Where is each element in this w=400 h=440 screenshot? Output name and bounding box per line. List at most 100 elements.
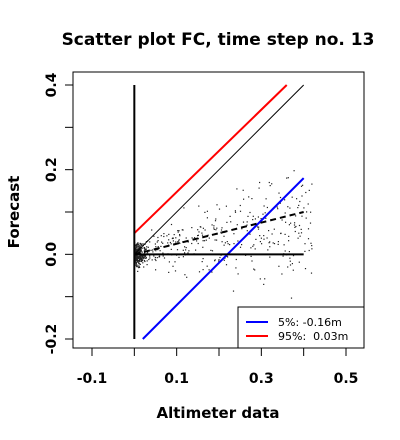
scatter-point xyxy=(225,205,227,207)
scatter-point xyxy=(276,206,278,208)
scatter-point xyxy=(202,227,204,229)
scatter-point xyxy=(291,196,293,198)
scatter-point xyxy=(273,243,276,245)
scatter-point xyxy=(136,244,138,246)
scatter-point xyxy=(150,249,152,251)
scatter-point xyxy=(299,235,301,237)
scatter-point xyxy=(139,259,141,261)
scatter-point xyxy=(153,235,155,237)
scatter-point xyxy=(141,243,143,245)
scatter-point xyxy=(310,242,312,244)
scatter-point xyxy=(226,255,228,257)
scatter-point xyxy=(269,246,271,248)
scatter-point xyxy=(194,237,196,239)
scatter-point xyxy=(141,260,143,262)
scatter-point xyxy=(149,255,151,257)
scatter-point xyxy=(142,262,144,264)
scatter-point xyxy=(168,261,170,263)
scatter-point xyxy=(202,269,204,271)
scatter-point xyxy=(178,256,180,258)
scatter-point xyxy=(177,241,179,243)
scatter-point xyxy=(301,195,303,197)
scatter-point xyxy=(136,256,138,258)
scatter-point xyxy=(169,241,171,244)
scatter-point xyxy=(175,241,177,243)
legend-box xyxy=(237,306,365,349)
scatter-point xyxy=(137,261,139,263)
scatter-point xyxy=(201,232,203,234)
scatter-point xyxy=(284,250,286,252)
scatter-point xyxy=(137,242,139,244)
scatter-point xyxy=(170,223,173,226)
scatter-point xyxy=(289,264,292,266)
scatter-point xyxy=(138,247,140,249)
scatter-point xyxy=(138,243,140,245)
scatter-point xyxy=(226,241,228,243)
scatter-point xyxy=(136,249,138,251)
scatter-point xyxy=(176,249,179,251)
scatter-point xyxy=(243,198,245,200)
scatter-point xyxy=(306,211,308,213)
scatter-point xyxy=(218,208,221,210)
scatter-point xyxy=(184,274,186,276)
scatter-point xyxy=(141,244,143,247)
scatter-point xyxy=(179,234,181,236)
scatter-point xyxy=(216,227,218,229)
scatter-point xyxy=(139,250,141,252)
scatter-point xyxy=(149,241,151,243)
scatter-point xyxy=(197,235,199,237)
scatter-point xyxy=(258,187,260,189)
scatter-point xyxy=(261,243,263,245)
scatter-point xyxy=(277,241,279,243)
scatter-point xyxy=(227,243,229,245)
scatter-point xyxy=(135,264,137,267)
scatter-point xyxy=(239,204,241,207)
scatter-point xyxy=(174,261,176,263)
scatter-point xyxy=(152,251,154,253)
scatter-point xyxy=(215,218,217,220)
scatter-point xyxy=(182,256,184,258)
scatter-point xyxy=(205,239,207,241)
scatter-point xyxy=(292,269,294,271)
scatter-point xyxy=(153,255,155,257)
scatter-point xyxy=(157,246,159,248)
scatter-point xyxy=(139,248,142,250)
scatter-point xyxy=(308,249,310,252)
scatter-point xyxy=(213,227,215,229)
scatter-point xyxy=(218,260,220,262)
scatter-point xyxy=(162,242,164,244)
scatter-point xyxy=(219,256,221,259)
scatter-point xyxy=(135,249,137,251)
scatter-point xyxy=(213,225,215,227)
scatter-point xyxy=(223,259,225,261)
scatter-point xyxy=(260,218,262,220)
scatter-point xyxy=(155,250,157,252)
scatter-point xyxy=(242,221,245,223)
scatter-point xyxy=(208,237,210,239)
scatter-point xyxy=(268,242,270,244)
scatter-point xyxy=(198,205,200,207)
scatter-point xyxy=(140,260,142,262)
y-tick-label: -0.2 xyxy=(44,324,60,355)
scatter-point xyxy=(279,196,282,199)
scatter-point xyxy=(237,240,239,242)
scatter-point xyxy=(221,241,223,243)
scatter-point xyxy=(208,269,210,271)
scatter-point xyxy=(252,245,254,247)
scatter-point xyxy=(138,260,140,262)
scatter-point xyxy=(236,224,238,226)
scatter-point xyxy=(195,249,197,251)
scatter-point xyxy=(258,226,260,228)
y-tick-label: 0.0 xyxy=(44,242,60,267)
scatter-point xyxy=(211,250,214,252)
scatter-point xyxy=(184,252,186,254)
scatter-point xyxy=(157,236,159,239)
scatter-point xyxy=(146,260,148,262)
scatter-point xyxy=(143,255,145,257)
scatter-point xyxy=(138,255,141,257)
scatter-point xyxy=(207,234,209,236)
scatter-point xyxy=(137,255,139,258)
scatter-point xyxy=(285,221,287,223)
scatter-point xyxy=(224,242,226,244)
scatter-point xyxy=(135,245,137,247)
